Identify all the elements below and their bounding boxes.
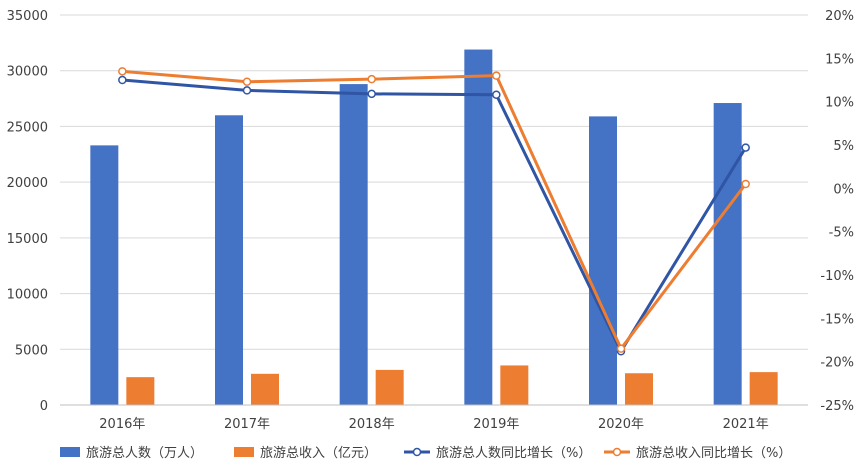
left-tick-label: 5000 <box>15 343 48 358</box>
left-tick-label: 25000 <box>7 120 48 135</box>
left-tick-label: 35000 <box>7 9 48 24</box>
line-point <box>242 86 252 95</box>
left-tick-label: 20000 <box>7 176 48 191</box>
legend: 旅游总人数（万人） 旅游总收入（亿元） 旅游总人数同比增长（%） 旅游总收入同比增长（… <box>60 446 791 461</box>
bar <box>500 365 529 405</box>
line-point <box>242 77 252 86</box>
right-tick-label: 15% <box>825 52 854 67</box>
legend-marker <box>612 447 622 457</box>
bar <box>251 373 279 405</box>
bar <box>625 373 653 405</box>
left-tick-label: 0 <box>40 399 48 414</box>
right-axis: -25% -20% -15% -10% -5% 0% 5% 10% 15% 20% <box>820 9 854 414</box>
lines <box>118 67 750 356</box>
right-tick-label: -15% <box>820 312 854 327</box>
line-point <box>367 89 376 99</box>
category-label: 2018年 <box>349 417 395 432</box>
category-label: 2017年 <box>224 417 270 432</box>
legend-label: 旅游总人数同比增长（%） <box>436 446 591 461</box>
right-tick-label: 0% <box>833 182 854 197</box>
legend-marker <box>412 447 422 457</box>
bar <box>90 145 119 405</box>
legend-label: 旅游总收入（亿元） <box>260 446 377 461</box>
line-point <box>492 90 501 99</box>
x-axis: 2016年 2017年 2018年 2019年 2020年 2021年 <box>99 417 768 432</box>
line-point <box>741 179 750 189</box>
legend-label: 旅游总收入同比增长（%） <box>636 446 791 461</box>
right-tick-label: -5% <box>829 226 854 241</box>
line-point <box>118 67 127 76</box>
right-tick-label: -10% <box>820 269 854 284</box>
legend-swatch <box>234 447 254 457</box>
right-tick-label: -25% <box>820 399 854 414</box>
bar <box>589 116 617 406</box>
bar <box>339 84 368 405</box>
bar <box>749 372 778 405</box>
left-tick-label: 15000 <box>7 232 48 247</box>
right-tick-label: -20% <box>820 356 854 371</box>
line-point <box>741 143 750 152</box>
gridlines <box>60 14 808 350</box>
right-tick-label: 10% <box>825 96 854 111</box>
category-label: 2020年 <box>598 417 644 432</box>
series-line <box>122 78 747 353</box>
bar <box>713 103 742 406</box>
left-tick-label: 10000 <box>7 288 48 303</box>
category-label: 2019年 <box>473 417 519 432</box>
bar <box>215 115 243 406</box>
legend-swatch <box>60 447 80 457</box>
line-point <box>367 74 376 84</box>
left-axis: 0 5000 10000 15000 20000 25000 30000 35000 <box>7 9 48 414</box>
legend-label: 旅游总人数（万人） <box>86 446 203 461</box>
bar <box>464 49 493 406</box>
bar <box>126 377 155 405</box>
bars <box>90 49 778 406</box>
right-tick-label: 20% <box>825 9 854 24</box>
right-tick-label: 5% <box>833 139 854 154</box>
category-label: 2021年 <box>723 417 769 432</box>
line-point <box>492 71 501 80</box>
category-label: 2016年 <box>99 417 145 432</box>
line-point <box>118 75 127 85</box>
bar <box>375 369 404 405</box>
line-point <box>616 344 626 353</box>
series-line <box>122 69 747 351</box>
left-tick-label: 30000 <box>7 65 48 80</box>
